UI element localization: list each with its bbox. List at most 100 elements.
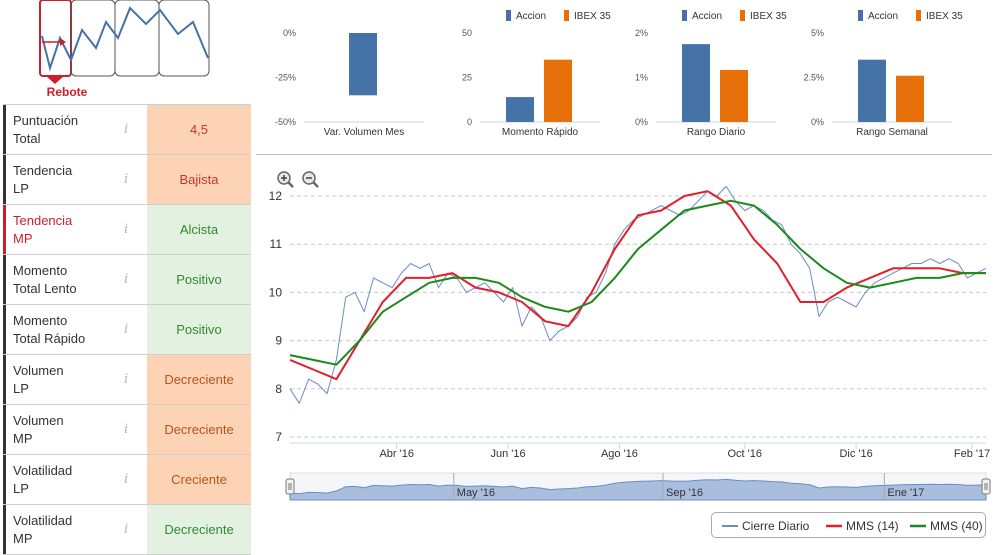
y-tick-label: 0% [811, 117, 824, 127]
indicator-label: Volumen MP [3, 405, 143, 454]
indicator-value: Decreciente [147, 405, 251, 454]
mini-chart: Accion IBEX 35 50 25 0 Momento Rápido [462, 10, 611, 138]
info-icon[interactable]: i [124, 272, 129, 287]
mini-chart: Accion IBEX 35 5% 2.5% 0% Rango Semanal [803, 10, 963, 138]
legend-label[interactable]: Accion [692, 11, 722, 22]
y-tick-label: -50% [275, 117, 296, 127]
legend-label[interactable]: Accion [868, 11, 898, 22]
bar-ibex[interactable] [720, 69, 748, 122]
thumb-arrow-head [60, 38, 66, 46]
y-tick-label: 50 [462, 28, 472, 38]
info-icon[interactable]: i [124, 172, 129, 187]
navigator-handle-left[interactable] [285, 478, 295, 495]
chart-title: Rango Diario [687, 127, 746, 138]
legend-label[interactable]: IBEX 35 [926, 11, 963, 22]
mini-bar-charts: Accion 0% -25% -50% Var. Volumen Mes Accion IB… [275, 10, 963, 138]
mini-chart: Accion IBEX 35 2% 1% 0% Rango Diario [635, 10, 787, 138]
y-tick-label: 7 [275, 430, 282, 444]
indicator-row: Momento Total Lento i Positivo [3, 255, 251, 305]
indicator-row: Puntuación Total i 4,5 [3, 105, 251, 155]
indicator-row: Volatilidad LP i Creciente [3, 455, 251, 505]
indicator-value: Positivo [147, 255, 251, 304]
y-tick-label: 10 [269, 285, 283, 299]
legend-swatch [682, 10, 687, 21]
x-tick-label: Dic '16 [839, 448, 872, 460]
thumb-box-2 [114, 0, 160, 77]
info-icon[interactable]: i [124, 372, 129, 387]
indicator-value: Bajista [147, 155, 251, 204]
series-line-cierre [289, 185, 987, 404]
x-tick-label: Abr '16 [379, 448, 414, 460]
navigator-label: May '16 [457, 487, 495, 499]
y-tick-label: 8 [275, 382, 282, 396]
legend-swatch [858, 10, 863, 21]
bar-ibex[interactable] [544, 59, 572, 122]
legend-swatch [506, 10, 511, 21]
y-tick-label: 25 [462, 73, 472, 83]
chart-title: Var. Volumen Mes [324, 127, 404, 138]
info-icon[interactable]: i [124, 322, 129, 337]
indicator-row: Tendencia LP i Bajista [3, 155, 251, 205]
indicator-label: Tendencia LP [3, 155, 143, 204]
info-icon[interactable]: i [124, 522, 129, 537]
price-chart: 12 11 10 9 8 7 Abr '16 Jun '16 Ago '16 Oct '16 Dic… [269, 185, 991, 501]
y-tick-label: 1% [635, 73, 648, 83]
indicator-label: Momento Total Rápido [3, 305, 143, 354]
indicator-value: Decreciente [147, 355, 251, 404]
indicator-label: Momento Total Lento [3, 255, 143, 304]
y-tick-label: 2.5% [803, 73, 824, 83]
bar-accion[interactable] [858, 59, 886, 122]
indicator-value: Positivo [147, 305, 251, 354]
bar-accion[interactable] [506, 97, 534, 122]
chart-title: Rango Semanal [856, 127, 928, 138]
indicator-label: Volatilidad MP [3, 505, 143, 554]
indicator-label: Volumen LP [3, 355, 143, 404]
indicator-row: Momento Total Rápido i Positivo [3, 305, 251, 355]
bar-accion[interactable] [682, 44, 710, 122]
indicator-label: Tendencia MP [3, 205, 143, 254]
info-icon[interactable]: i [124, 222, 129, 237]
signal-label: Rebote [47, 85, 88, 98]
navigator-handle-right[interactable] [981, 478, 991, 495]
y-tick-label: 12 [269, 189, 283, 203]
x-tick-label: Feb '17 [954, 448, 990, 460]
section-divider [256, 154, 992, 155]
zoom-out-icon[interactable] [302, 171, 319, 188]
zoom-in-icon[interactable] [277, 171, 294, 188]
legend-label[interactable]: Accion [516, 11, 546, 22]
thumb-box-3 [158, 0, 210, 77]
bar-ibex[interactable] [896, 75, 924, 122]
legend-label[interactable]: IBEX 35 [574, 11, 611, 22]
y-tick-label: 0% [283, 28, 296, 38]
indicator-value: Decreciente [147, 505, 251, 554]
info-icon[interactable]: i [124, 122, 129, 137]
legend-label[interactable]: IBEX 35 [750, 11, 787, 22]
y-tick-label: -25% [275, 73, 296, 83]
legend-item-mms40[interactable]: MMS (40) [930, 519, 983, 533]
mini-chart: Accion0%-25%-50%Var. Volumen Mes [275, 28, 424, 138]
bar-accion[interactable] [349, 33, 377, 96]
indicator-row: Volumen LP i Decreciente [3, 355, 251, 405]
range-navigator[interactable]: May '16 Sep '16 Ene '17 [285, 472, 991, 501]
legend-item-mms14[interactable]: MMS (14) [846, 519, 899, 533]
zoom-controls [277, 171, 319, 188]
y-tick-label: 2% [635, 28, 648, 38]
legend-item-cierre[interactable]: Cierre Diario [742, 519, 810, 533]
chart-title: Momento Rápido [502, 127, 579, 138]
indicator-label: Puntuación Total [3, 105, 143, 154]
signal-thumbnail: Rebote [39, 0, 210, 98]
info-icon[interactable]: i [124, 472, 129, 487]
indicator-value: 4,5 [147, 105, 251, 154]
series-line-mms40 [289, 199, 986, 366]
x-tick-label: Jun '16 [491, 448, 526, 460]
navigator-label: Sep '16 [666, 487, 703, 499]
legend-swatch [740, 10, 745, 21]
indicator-value: Creciente [147, 455, 251, 504]
navigator-label: Ene '17 [887, 487, 924, 499]
thumb-box-1 [70, 0, 116, 77]
x-tick-label: Ago '16 [601, 448, 638, 460]
info-icon[interactable]: i [124, 422, 129, 437]
legend-swatch [564, 10, 569, 21]
y-tick-label: 5% [811, 28, 824, 38]
indicator-value: Alcista [147, 205, 251, 254]
